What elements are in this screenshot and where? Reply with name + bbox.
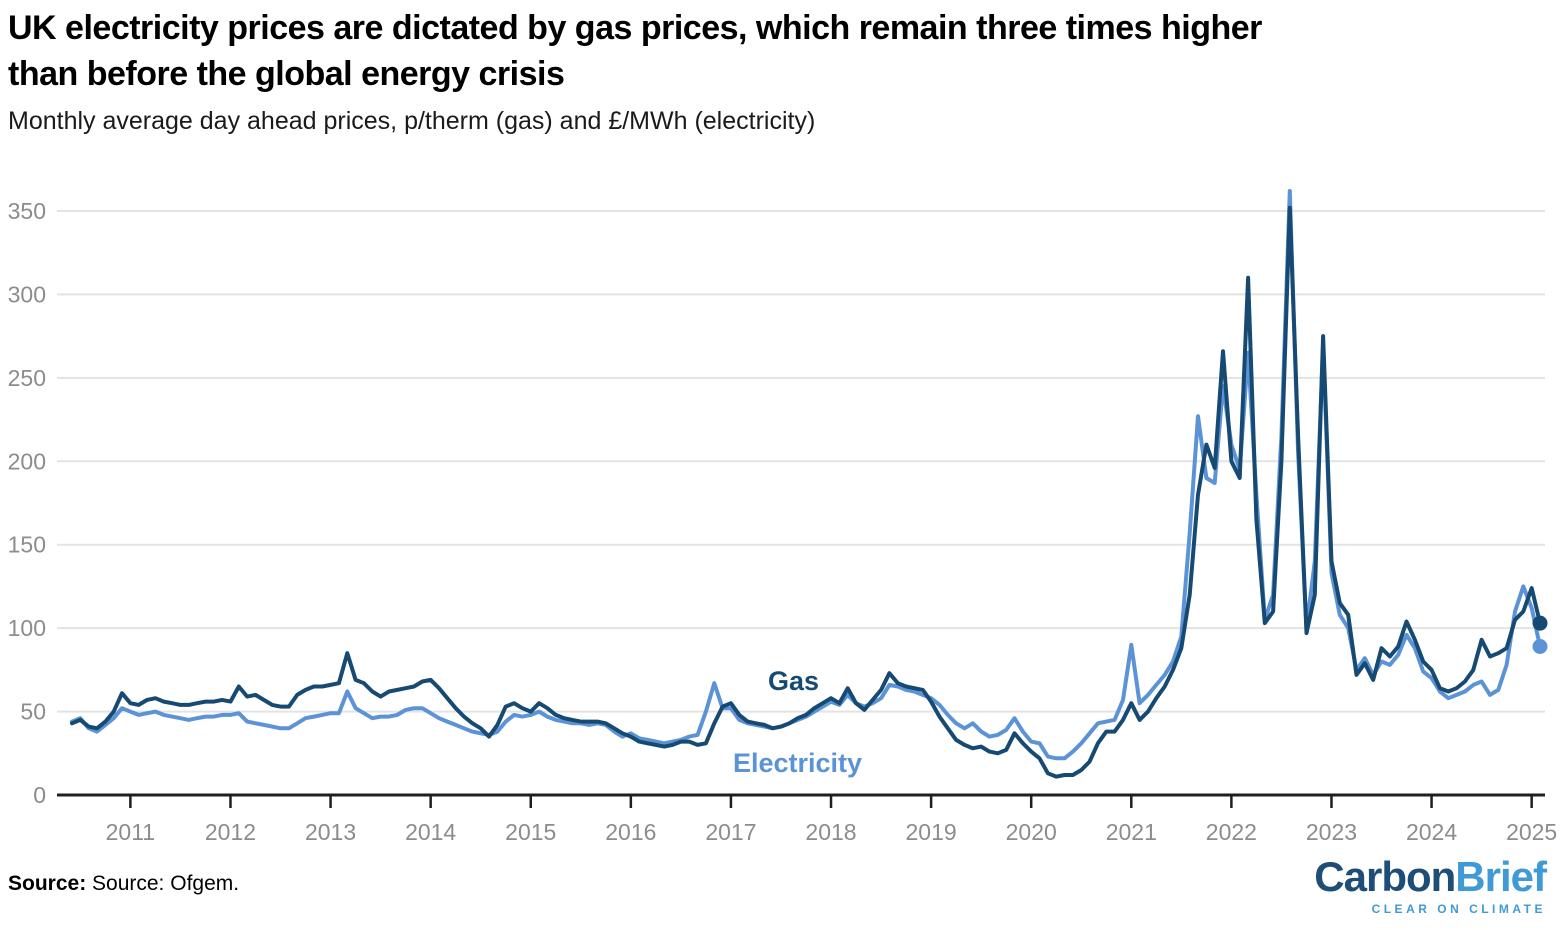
x-axis-label-2022: 2022: [1206, 819, 1257, 845]
y-axis-label-0: 0: [33, 782, 46, 808]
logo-tagline: CLEAR ON CLIMATE: [1371, 902, 1546, 916]
y-axis-label-250: 250: [8, 365, 46, 391]
page-title-line-2: than before the global energy crisis: [8, 54, 565, 93]
gas-series-label: Gas: [768, 666, 819, 696]
source-label: Source:: [8, 872, 87, 895]
x-axis-label-2016: 2016: [605, 819, 656, 845]
logo-carbon: Carbon: [1314, 853, 1456, 900]
x-axis-label-2015: 2015: [505, 819, 556, 845]
y-axis-label-200: 200: [8, 448, 46, 474]
x-axis-label-2023: 2023: [1306, 819, 1357, 845]
x-axis-label-2018: 2018: [805, 819, 856, 845]
x-axis-label-2014: 2014: [405, 819, 456, 845]
x-axis-label-2019: 2019: [906, 819, 957, 845]
x-axis-label-2024: 2024: [1406, 819, 1457, 845]
logo-wordmark: CarbonBrief: [1314, 853, 1547, 900]
x-axis-label-2012: 2012: [205, 819, 256, 845]
gas-line: [70, 205, 1542, 779]
electricity-end-dot: [1532, 638, 1548, 654]
x-axis-label-2025: 2025: [1506, 819, 1557, 845]
y-axis-label-100: 100: [8, 615, 46, 641]
chart-header: UK electricity prices are dictated by ga…: [8, 6, 1548, 136]
page-title-line-1: UK electricity prices are dictated by ga…: [8, 9, 1262, 47]
chart-subtitle: Monthly average day ahead prices, p/ther…: [8, 107, 816, 136]
source-text: Source: Ofgem.: [86, 872, 240, 895]
y-axis-label-50: 50: [20, 699, 46, 725]
x-axis-label-2021: 2021: [1106, 819, 1157, 845]
gas-end-dot: [1532, 615, 1548, 631]
source-note: Source: Source: Ofgem.: [8, 872, 239, 896]
x-axis-label-2017: 2017: [705, 819, 756, 845]
x-axis-label-2013: 2013: [305, 819, 356, 845]
x-axis-label-2020: 2020: [1006, 819, 1057, 845]
y-axis-label-350: 350: [8, 198, 46, 224]
x-axis-label-2011: 2011: [106, 819, 155, 845]
logo-brief: Brief: [1455, 853, 1547, 900]
y-axis-label-150: 150: [8, 532, 46, 558]
carbonbrief-logo: CarbonBrief CLEAR ON CLIMATE: [1314, 853, 1547, 916]
electricity-series-label: Electricity: [733, 748, 862, 778]
y-axis-label-300: 300: [8, 281, 46, 307]
